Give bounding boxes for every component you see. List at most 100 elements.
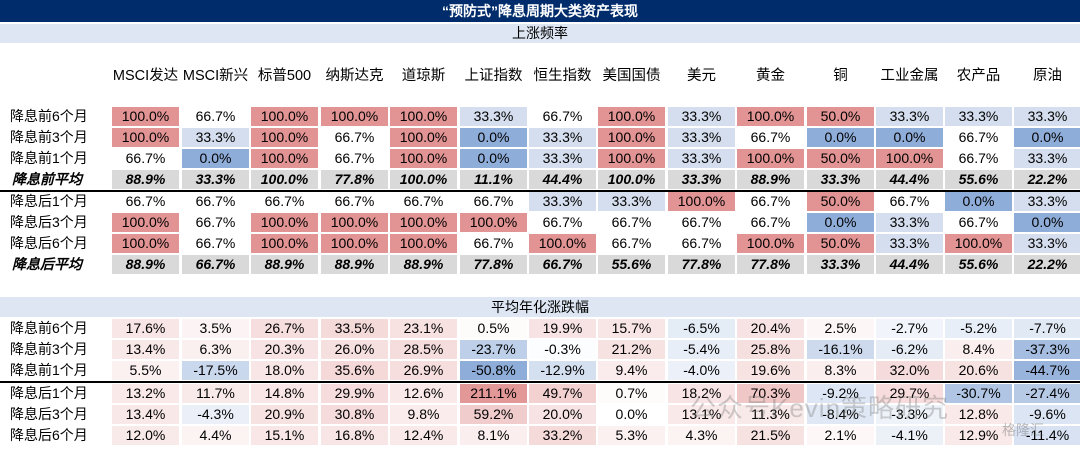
return-cell: 9.4%: [598, 361, 665, 380]
return-cell: 12.0%: [112, 426, 179, 445]
return-cell: 21.5%: [737, 426, 804, 445]
frequency-cell: 66.7%: [460, 234, 527, 253]
frequency-cell: 66.7%: [945, 213, 1012, 232]
frequency-cell: 66.7%: [112, 149, 179, 168]
return-cell: -12.9%: [529, 361, 596, 380]
row-label: 降息后3个月: [10, 406, 88, 422]
return-cell: -17.5%: [182, 361, 249, 380]
frequency-cell: 100.0%: [321, 234, 388, 253]
column-header: 美元: [687, 67, 716, 84]
frequency-cell: 100.0%: [390, 149, 457, 168]
return-cell: 23.1%: [390, 319, 457, 338]
frequency-cell: 33.3%: [1014, 192, 1080, 211]
average-row-label: 降息前平均: [12, 171, 82, 187]
section-divider: [0, 381, 1080, 383]
return-cell: 49.7%: [529, 384, 596, 403]
frequency-cell: 100.0%: [598, 128, 665, 147]
frequency-cell: 100.0%: [112, 213, 179, 232]
row-label: 降息前1个月: [10, 362, 88, 378]
frequency-cell: 0.0%: [1014, 213, 1080, 232]
frequency-cell: 66.7%: [182, 107, 249, 126]
frequency-cell: 66.7%: [460, 192, 527, 211]
average-cell: 77.8%: [460, 255, 527, 274]
frequency-cell: 100.0%: [390, 213, 457, 232]
average-cell: 88.9%: [321, 255, 388, 274]
frequency-cell: 66.7%: [251, 192, 318, 211]
column-header: 工业金属: [880, 67, 939, 84]
row-label: 降息前3个月: [10, 129, 88, 145]
return-cell: 6.3%: [182, 340, 249, 359]
return-cell: -30.7%: [945, 384, 1012, 403]
frequency-cell: 66.7%: [945, 149, 1012, 168]
frequency-cell: 66.7%: [737, 213, 804, 232]
frequency-cell: 100.0%: [251, 107, 318, 126]
frequency-cell: 100.0%: [321, 107, 388, 126]
average-cell: 77.8%: [668, 255, 735, 274]
return-cell: 20.0%: [529, 405, 596, 424]
frequency-cell: 100.0%: [251, 149, 318, 168]
return-cell: 25.8%: [737, 340, 804, 359]
frequency-cell: 66.7%: [737, 192, 804, 211]
frequency-cell: 0.0%: [460, 149, 527, 168]
column-header: 上证指数: [464, 67, 523, 84]
average-cell: 44.4%: [529, 170, 596, 189]
frequency-cell: 50.0%: [807, 192, 874, 211]
return-cell: 8.4%: [945, 340, 1012, 359]
frequency-cell: 100.0%: [668, 192, 735, 211]
frequency-section-header: 上涨频率: [0, 24, 1080, 43]
frequency-cell: 100.0%: [251, 128, 318, 147]
return-cell: 8.1%: [460, 426, 527, 445]
frequency-cell: 33.3%: [182, 128, 249, 147]
frequency-cell: 33.3%: [529, 149, 596, 168]
frequency-cell: 66.7%: [390, 192, 457, 211]
return-cell: 20.6%: [945, 361, 1012, 380]
return-cell: -2.7%: [876, 319, 943, 338]
frequency-cell: 100.0%: [945, 234, 1012, 253]
return-cell: -37.3%: [1014, 340, 1080, 359]
return-cell: 211.1%: [460, 384, 527, 403]
average-cell: 22.2%: [1014, 255, 1080, 274]
return-cell: 12.6%: [390, 384, 457, 403]
average-cell: 100.0%: [390, 170, 457, 189]
frequency-cell: 66.7%: [668, 213, 735, 232]
frequency-cell: 33.3%: [598, 192, 665, 211]
average-cell: 55.6%: [945, 255, 1012, 274]
frequency-cell: 100.0%: [737, 149, 804, 168]
frequency-cell: 100.0%: [390, 128, 457, 147]
frequency-cell: 50.0%: [807, 149, 874, 168]
frequency-cell: 66.7%: [182, 213, 249, 232]
frequency-cell: 50.0%: [807, 107, 874, 126]
average-cell: 55.6%: [945, 170, 1012, 189]
return-cell: -9.6%: [1014, 405, 1080, 424]
return-cell: 18.0%: [251, 361, 318, 380]
column-header: 黄金: [756, 67, 785, 84]
frequency-cell: 66.7%: [737, 128, 804, 147]
row-label: 降息前1个月: [10, 150, 88, 166]
return-cell: 19.6%: [737, 361, 804, 380]
frequency-cell: 33.3%: [668, 149, 735, 168]
frequency-cell: 66.7%: [945, 128, 1012, 147]
column-header: 恒生指数: [533, 67, 592, 84]
average-cell: 88.9%: [112, 170, 179, 189]
return-cell: 70.3%: [737, 384, 804, 403]
frequency-cell: 66.7%: [598, 213, 665, 232]
row-label: 降息后1个月: [10, 193, 88, 209]
frequency-cell: 66.7%: [112, 192, 179, 211]
return-cell: -6.5%: [668, 319, 735, 338]
average-cell: 88.9%: [737, 170, 804, 189]
return-cell: -6.2%: [876, 340, 943, 359]
frequency-cell: 33.3%: [876, 213, 943, 232]
column-header: 纳斯达克: [325, 67, 384, 84]
table-title: “预防式”降息周期大类资产表现: [0, 0, 1080, 22]
return-cell: 12.8%: [945, 405, 1012, 424]
frequency-cell: 33.3%: [1014, 107, 1080, 126]
return-cell: 26.7%: [251, 319, 318, 338]
frequency-cell: 100.0%: [737, 107, 804, 126]
frequency-cell: 66.7%: [598, 234, 665, 253]
frequency-cell: 33.3%: [945, 107, 1012, 126]
frequency-cell: 66.7%: [321, 192, 388, 211]
frequency-cell: 33.3%: [876, 234, 943, 253]
return-cell: -8.4%: [807, 405, 874, 424]
frequency-cell: 100.0%: [737, 234, 804, 253]
